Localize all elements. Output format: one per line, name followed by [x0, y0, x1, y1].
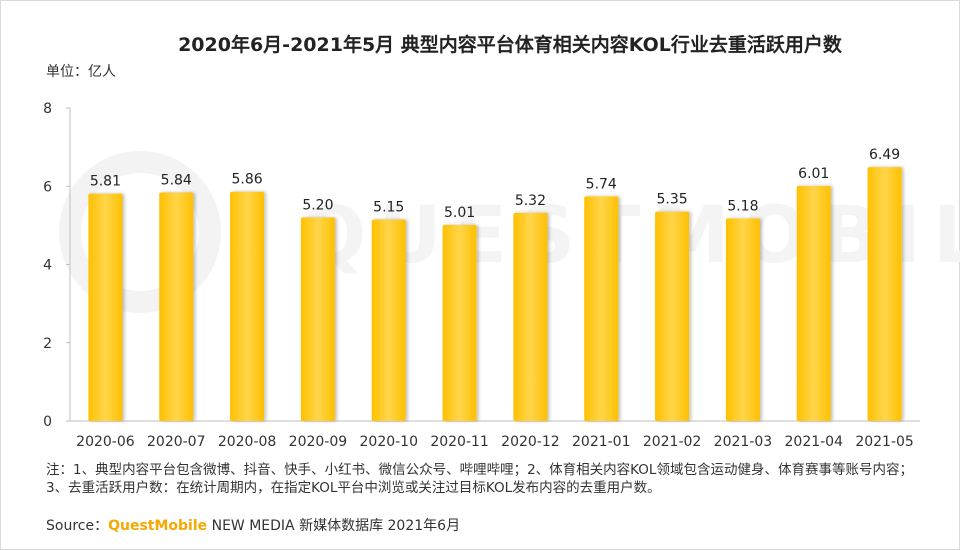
y-tick-label: 4	[43, 258, 52, 274]
x-tick-label: 2020-06	[76, 434, 135, 450]
unit-label: 单位：亿人	[46, 64, 116, 80]
x-tick-label: 2021-03	[714, 434, 773, 450]
bar	[867, 167, 902, 421]
x-tick-label: 2020-12	[501, 434, 560, 450]
watermark-text: QUESTMOBILE	[300, 191, 960, 281]
bar	[584, 196, 619, 421]
x-tick-label: 2020-11	[430, 434, 489, 450]
source-prefix: Source：	[46, 518, 109, 534]
x-tick-label: 2021-05	[855, 434, 914, 450]
footnote: 注：1、典型内容平台包含微博、抖音、快手、小红书、微信公众号、哔哩哔哩；2、体育…	[46, 462, 913, 496]
value-label: 5.81	[90, 174, 121, 190]
source-suffix: NEW MEDIA 新媒体数据库 2021年6月	[207, 518, 461, 534]
value-label: 5.18	[727, 198, 758, 214]
bar	[513, 212, 548, 421]
source-brand: QuestMobile	[108, 518, 208, 534]
value-label: 5.84	[161, 173, 192, 189]
y-tick-label: 2	[43, 336, 52, 352]
bar	[442, 224, 477, 421]
value-label: 5.20	[302, 198, 333, 214]
value-label: 5.32	[515, 193, 546, 209]
bar-chart: QUESTMOBILE 0 2 4 6 8 5.81 2020-06 5.84 2020-07 5.…	[43, 101, 960, 450]
value-label: 6.01	[798, 166, 829, 182]
x-tick-label: 2020-07	[147, 434, 206, 450]
x-tick-label: 2020-10	[360, 434, 419, 450]
y-tick-label: 8	[43, 101, 52, 117]
value-label: 6.49	[869, 147, 900, 163]
bar	[88, 193, 123, 421]
value-label: 5.35	[656, 192, 687, 208]
x-tick-label: 2021-01	[572, 434, 631, 450]
bar	[159, 192, 194, 421]
bar	[655, 211, 690, 421]
bar	[725, 218, 760, 421]
x-tick-label: 2021-02	[643, 434, 702, 450]
x-tick-label: 2020-08	[218, 434, 277, 450]
x-tick-label: 2021-04	[785, 434, 844, 450]
x-tick-label: 2020-09	[289, 434, 348, 450]
y-tick-label: 6	[43, 179, 52, 195]
bar	[300, 217, 335, 421]
y-tick-label: 0	[43, 414, 52, 430]
bar	[796, 185, 831, 421]
bar	[371, 219, 406, 421]
bar	[230, 191, 265, 421]
value-label: 5.01	[444, 205, 475, 221]
value-label: 5.74	[586, 176, 617, 192]
value-label: 5.86	[231, 172, 262, 188]
value-label: 5.15	[373, 200, 404, 216]
source-line: Source：QuestMobile NEW MEDIA 新媒体数据库 2021…	[46, 515, 460, 535]
chart-title: 2020年6月-2021年5月 典型内容平台体育相关内容KOL行业去重活跃用户数	[178, 34, 842, 56]
